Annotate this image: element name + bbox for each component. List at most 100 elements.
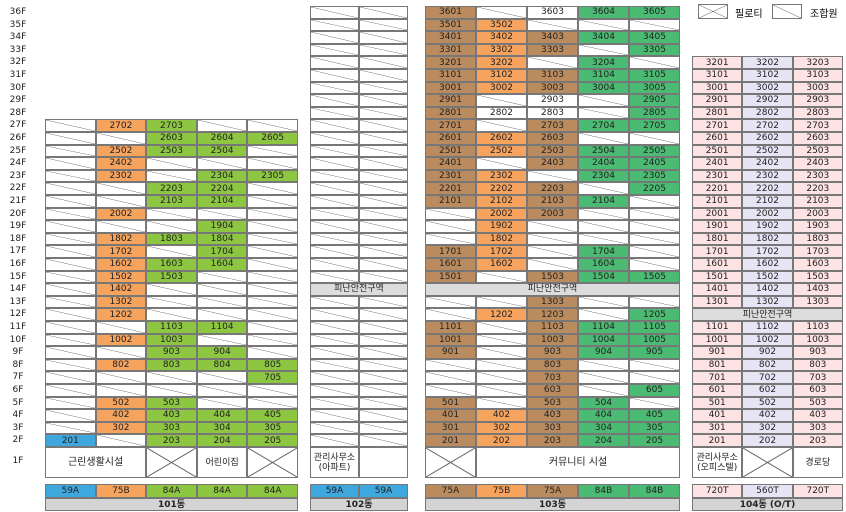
member-unit — [359, 43, 408, 57]
unit: 2102 — [742, 195, 793, 208]
unit: 3103 — [792, 69, 843, 82]
member-unit — [359, 182, 408, 195]
floor-label: 14F — [9, 284, 27, 295]
unit: 601 — [692, 384, 743, 397]
unit: 1502 — [742, 270, 793, 284]
member-unit — [476, 384, 527, 397]
ground-blank — [359, 447, 408, 478]
unit: 1004 — [578, 333, 629, 347]
unit: 2104 — [578, 195, 629, 208]
member-unit — [146, 220, 197, 233]
unit: 3004 — [578, 81, 629, 95]
unit: 1103 — [792, 321, 843, 334]
unit: 1301 — [692, 295, 743, 309]
member-unit — [310, 157, 359, 170]
floor-label: 23F — [9, 170, 27, 181]
unit: 2202 — [476, 182, 527, 195]
unit: 1104 — [196, 321, 248, 334]
unit: 301 — [692, 421, 743, 435]
member-unit — [578, 18, 629, 32]
unit: 1502 — [95, 270, 147, 284]
unit: 1602 — [476, 258, 527, 271]
unit: 2703 — [527, 119, 578, 132]
unit: 304 — [578, 421, 629, 435]
member-unit — [359, 69, 408, 82]
unit: 501 — [692, 396, 743, 410]
unit: 405 — [629, 409, 680, 422]
floor-label: 16F — [9, 259, 27, 269]
member-unit — [310, 106, 359, 120]
unit: 2602 — [476, 132, 527, 145]
unit: 1701 — [692, 245, 743, 258]
unit: 1103 — [146, 321, 197, 334]
building-name: 102동 — [310, 498, 408, 511]
member-unit — [247, 321, 298, 334]
unit: 2504 — [196, 144, 248, 158]
unit: 3001 — [692, 81, 743, 95]
unit: 403 — [792, 409, 843, 422]
floor-label: 19F — [9, 221, 27, 232]
floor-label: 7F — [12, 372, 24, 383]
member-unit — [359, 434, 408, 447]
member-unit — [247, 207, 298, 221]
floor-label: 30F — [9, 82, 27, 93]
unit: 401 — [425, 409, 476, 422]
member-unit — [359, 207, 408, 221]
member-unit — [247, 182, 298, 195]
member-unit — [359, 220, 408, 233]
member-unit — [247, 119, 298, 132]
unit: 1104 — [578, 321, 629, 334]
unit: 1501 — [692, 270, 743, 284]
unit-type: 59A — [359, 484, 408, 498]
member-unit — [629, 258, 680, 271]
member-unit — [196, 295, 248, 309]
unit: 205 — [629, 434, 680, 447]
floor-label: 33F — [9, 44, 27, 55]
member-unit — [45, 371, 96, 384]
member-unit — [146, 169, 197, 183]
unit: 3202 — [476, 56, 527, 69]
member-unit — [578, 94, 629, 107]
unit: 3101 — [425, 69, 476, 82]
unit: 2803 — [792, 106, 843, 120]
unit: 2501 — [692, 144, 743, 158]
unit: 3201 — [425, 56, 476, 69]
member-unit — [310, 18, 359, 32]
unit: 2801 — [692, 106, 743, 120]
unit: 3404 — [578, 31, 629, 44]
unit: 3405 — [629, 31, 680, 44]
unit: 1802 — [742, 232, 793, 246]
unit: 1703 — [792, 245, 843, 258]
unit: 2101 — [425, 195, 476, 208]
member-unit — [45, 421, 96, 435]
member-unit — [310, 43, 359, 57]
member-unit — [247, 195, 298, 208]
member-unit — [247, 258, 298, 271]
unit: 803 — [146, 358, 197, 372]
member-unit — [196, 396, 248, 410]
unit: 204 — [578, 434, 629, 447]
member-unit — [359, 232, 408, 246]
unit: 1205 — [629, 308, 680, 321]
member-unit — [95, 321, 147, 334]
unit: 201 — [45, 434, 96, 447]
unit: 2301 — [425, 169, 476, 183]
member-unit — [310, 220, 359, 233]
member-unit — [45, 232, 96, 246]
unit: 1802 — [476, 232, 527, 246]
unit: 2204 — [196, 182, 248, 195]
unit: 1701 — [425, 245, 476, 258]
member-unit — [196, 270, 248, 284]
unit: 2103 — [792, 195, 843, 208]
unit: 2902 — [742, 94, 793, 107]
member-unit — [629, 207, 680, 221]
member-unit — [310, 384, 359, 397]
member-unit — [247, 396, 298, 410]
unit: 2404 — [578, 157, 629, 170]
unit: 904 — [578, 346, 629, 359]
unit-type: 720T — [792, 484, 843, 498]
unit: 2302 — [742, 169, 793, 183]
member-unit — [359, 169, 408, 183]
member-unit — [629, 56, 680, 69]
unit: 3202 — [742, 56, 793, 69]
